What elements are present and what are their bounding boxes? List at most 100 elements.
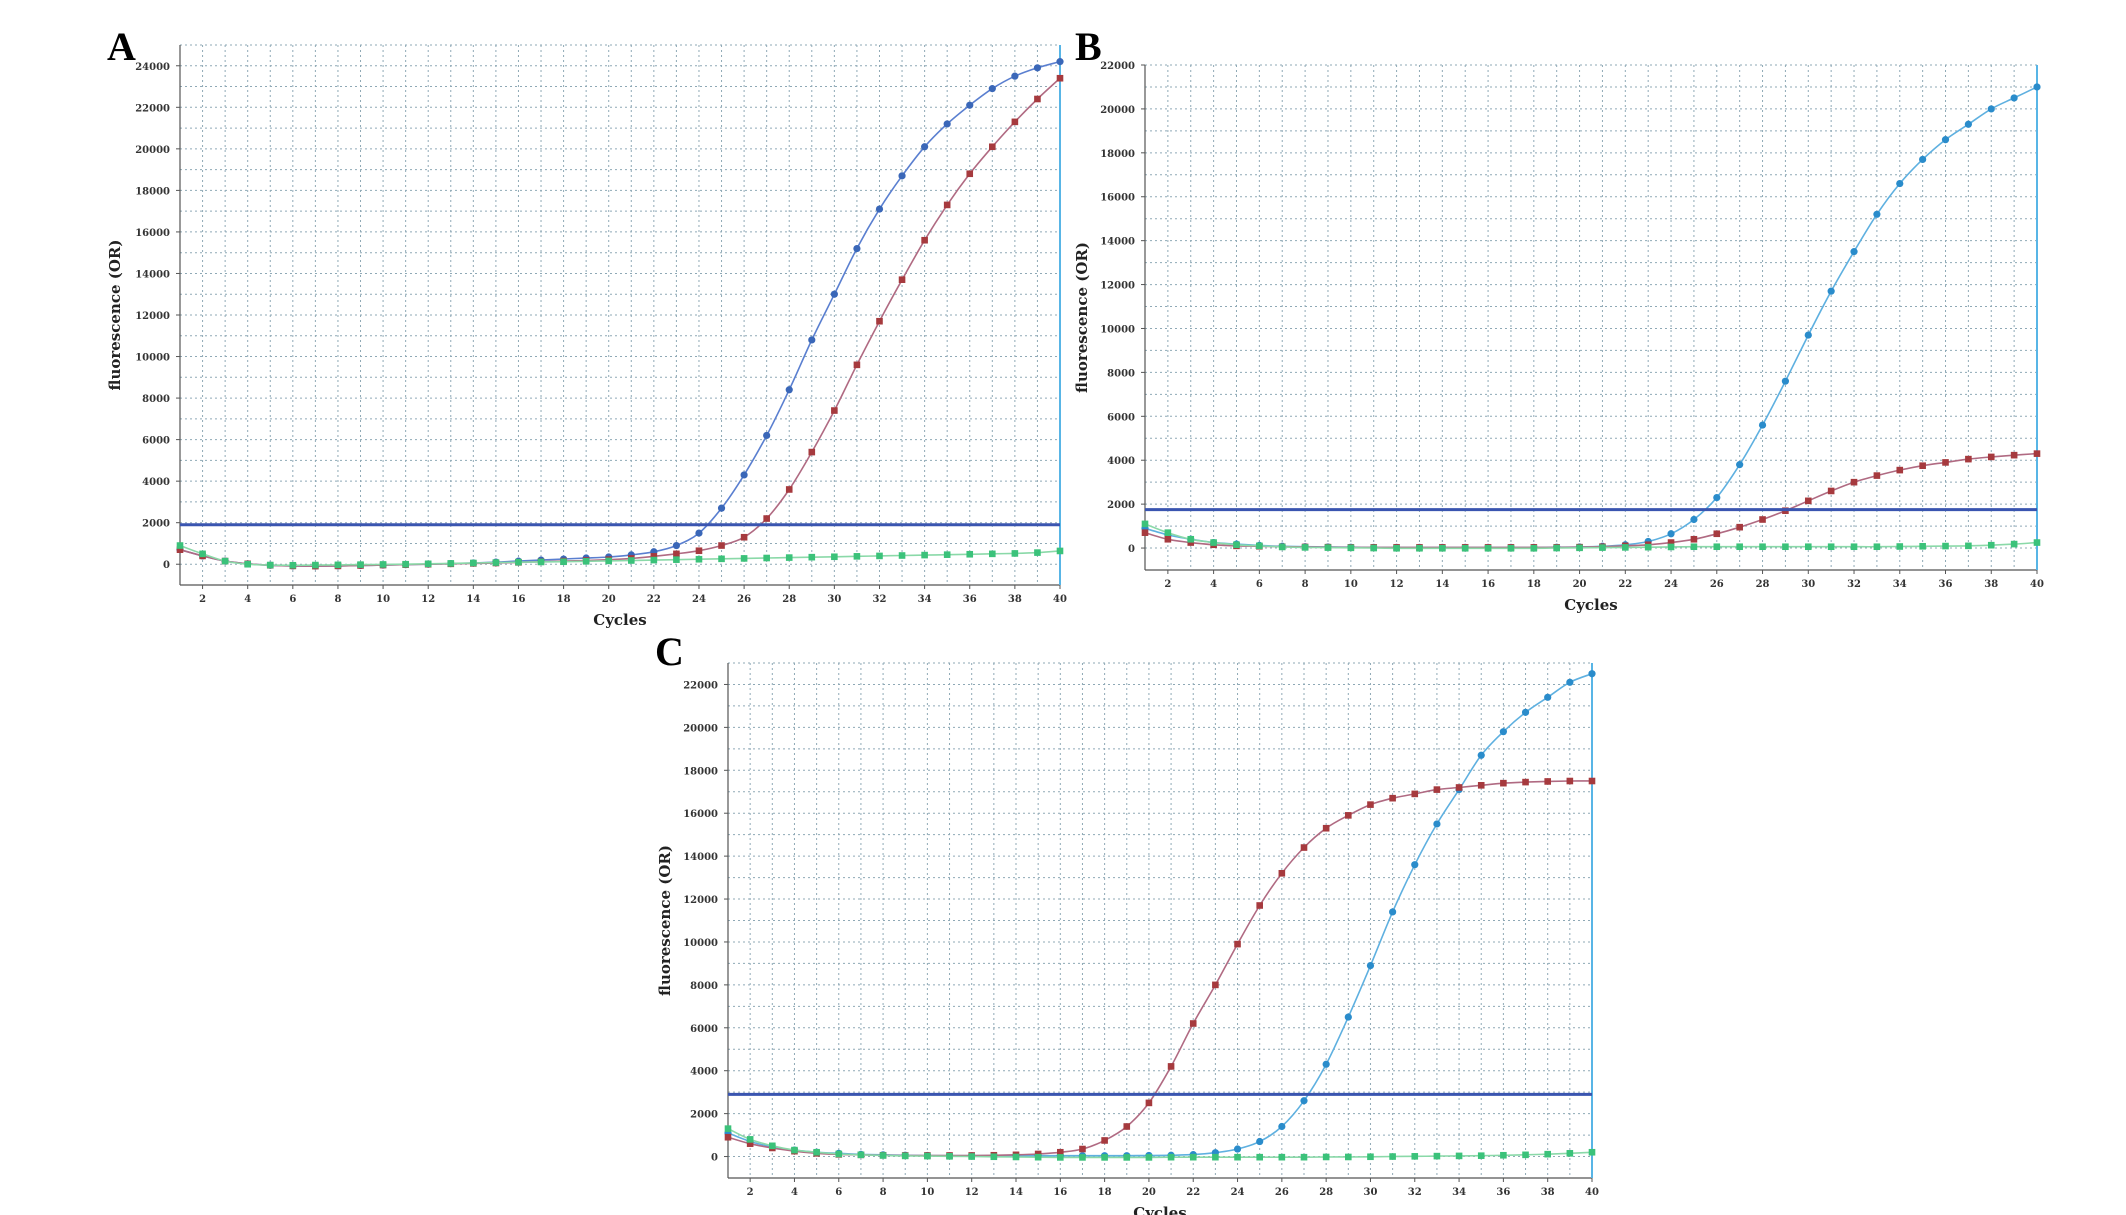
data-point: [1278, 543, 1286, 551]
x-tick-label: 16: [1053, 1187, 1067, 1198]
data-point: [1850, 248, 1858, 256]
data-point: [1233, 541, 1240, 549]
x-tick-label: 18: [557, 594, 571, 605]
y-tick-label: 22000: [135, 103, 170, 114]
x-tick-label: 38: [1008, 594, 1022, 605]
data-point: [2033, 83, 2041, 91]
x-tick-label: 4: [791, 1187, 798, 1198]
data-point: [1416, 544, 1423, 552]
x-tick-label: 24: [692, 594, 706, 605]
data-point: [1736, 461, 1744, 469]
data-point: [1411, 861, 1419, 869]
data-point: [650, 553, 658, 560]
data-point: [879, 1152, 887, 1159]
data-point: [1411, 1153, 1419, 1160]
data-point: [627, 557, 635, 564]
x-tick-label: 4: [1210, 579, 1217, 590]
y-tick-label: 24000: [135, 62, 170, 73]
x-tick-label: 34: [918, 594, 932, 605]
chart-panel-a: A 0 2000 4000 6000 8000 10000 12000 14000 16000 18…: [95, 20, 1085, 629]
data-point: [1011, 72, 1019, 80]
x-tick-label: 12: [421, 594, 435, 605]
data-point: [1461, 544, 1469, 552]
series-red-b: [1141, 450, 2041, 551]
data-point: [898, 276, 906, 283]
data-point: [1189, 1020, 1197, 1027]
data-point: [1164, 529, 1172, 536]
data-point: [1012, 1153, 1020, 1161]
data-point: [1942, 542, 1949, 550]
data-point: [1210, 539, 1217, 546]
data-point: [876, 317, 883, 325]
series-line: [179, 77, 1061, 567]
data-point: [966, 101, 974, 109]
data-point: [988, 85, 996, 93]
data-point: [1919, 542, 1926, 550]
chart-c-svg: C 0 2000 4000 6000 8000 10000 12000 14000 16000 18…: [655, 629, 1599, 1215]
data-point: [1278, 1122, 1286, 1131]
data-point: [1690, 543, 1698, 551]
data-point: [901, 1152, 909, 1160]
x-tick-label: 14: [1435, 579, 1449, 590]
data-point: [717, 504, 726, 512]
data-point: [1484, 544, 1492, 552]
data-point: [1713, 530, 1721, 538]
y-tick-label: 6000: [690, 1024, 718, 1035]
data-point: [2010, 540, 2018, 548]
data-point: [1278, 1153, 1286, 1161]
data-point: [763, 515, 770, 522]
chart-a-svg: A 0 2000 4000 6000 8000 10000 12000 14000 16000 18…: [106, 24, 1067, 629]
y-axis-title-c: fluorescence (OR): [656, 845, 674, 996]
x-tick-label: 2: [1164, 579, 1171, 590]
data-point: [1644, 543, 1652, 551]
x-ticks-a: 2 4 6 8 10 12 14 16 18 20 22 24 26 28 30 32 34 36 38 40: [199, 585, 1067, 605]
y-tick-label: 6000: [1107, 412, 1135, 423]
data-point: [1804, 331, 1812, 339]
data-point: [1367, 801, 1374, 808]
data-point: [1234, 940, 1241, 948]
data-point: [1300, 1153, 1308, 1161]
data-point: [447, 560, 455, 567]
data-point: [943, 120, 951, 128]
x-ticks-c: 2 4 6 8 10 12 14 16 18 20 22 24 26 28 30 32 34 36 38 40: [747, 1178, 1599, 1198]
y-tick-label: 8000: [142, 394, 170, 405]
data-point: [835, 1150, 843, 1158]
y-tick-label: 4000: [142, 477, 170, 488]
data-point: [876, 552, 883, 560]
data-point: [1530, 544, 1538, 552]
data-point: [857, 1151, 865, 1159]
data-point: [1781, 377, 1790, 385]
data-point: [1101, 1154, 1108, 1161]
data-point: [921, 551, 928, 559]
data-point: [1713, 493, 1721, 502]
data-point: [1522, 778, 1529, 786]
y-axis-title-b: fluorescence (OR): [1073, 242, 1091, 393]
x-tick-label: 14: [466, 594, 480, 605]
data-point: [1576, 544, 1583, 552]
data-point: [1827, 287, 1835, 295]
data-point: [966, 170, 974, 178]
data-point: [379, 561, 387, 568]
x-tick-label: 26: [1710, 579, 1724, 590]
data-point: [1141, 529, 1149, 536]
y-tick-label: 0: [711, 1153, 718, 1164]
data-point: [1599, 544, 1606, 551]
data-point: [1256, 1137, 1264, 1146]
data-point: [740, 471, 748, 479]
data-point: [1736, 523, 1743, 531]
data-point: [1256, 1153, 1263, 1161]
data-point: [695, 547, 703, 555]
data-point: [990, 1153, 998, 1161]
data-point: [1278, 869, 1286, 877]
data-point: [921, 143, 929, 151]
y-tick-label: 14000: [683, 852, 718, 863]
data-point: [1850, 478, 1858, 486]
data-point: [1034, 549, 1041, 556]
y-tick-label: 6000: [142, 436, 170, 447]
data-point: [813, 1148, 820, 1156]
x-tick-label: 38: [1984, 579, 1998, 590]
data-point: [785, 486, 793, 493]
y-tick-label: 20000: [135, 145, 170, 156]
data-point: [1873, 543, 1881, 551]
y-tick-label: 16000: [135, 228, 170, 239]
